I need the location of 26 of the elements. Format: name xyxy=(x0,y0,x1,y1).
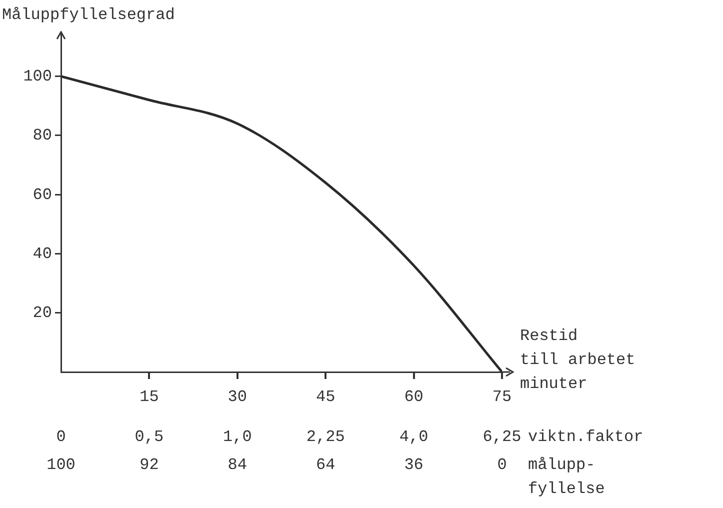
y-axis-title: Måluppfyllelsegrad xyxy=(2,6,175,24)
text: viktn.faktor xyxy=(528,428,644,446)
text: 92 xyxy=(140,456,159,474)
text: 100 xyxy=(46,456,76,474)
text: 4,0 xyxy=(399,428,428,446)
x-tick-label: 15 xyxy=(140,388,159,406)
x-tick-label: 60 xyxy=(404,388,424,406)
y-tick-label: 60 xyxy=(32,186,52,204)
x-axis-title: Restid till arbetet minuter xyxy=(520,327,636,394)
text: 84 xyxy=(228,456,247,474)
y-tick-label: 40 xyxy=(32,244,52,263)
text: 36 xyxy=(404,456,424,474)
x-tick-label: 30 xyxy=(228,388,247,406)
text: 0 xyxy=(497,456,507,474)
y-tick-label: 80 xyxy=(32,126,52,145)
text: 0 xyxy=(56,428,66,446)
text: 2,25 xyxy=(306,428,345,446)
x-tick-label: 75 xyxy=(492,388,512,406)
text: 6,25 xyxy=(482,428,522,446)
text: 0,5 xyxy=(134,428,164,446)
x-tick-label: 45 xyxy=(316,388,336,406)
y-tick-label: 20 xyxy=(32,304,52,322)
text: 1,0 xyxy=(222,428,252,446)
text: målupp- fyllelse xyxy=(528,456,605,498)
text: 64 xyxy=(316,456,336,474)
y-tick-label: 100 xyxy=(23,68,52,86)
